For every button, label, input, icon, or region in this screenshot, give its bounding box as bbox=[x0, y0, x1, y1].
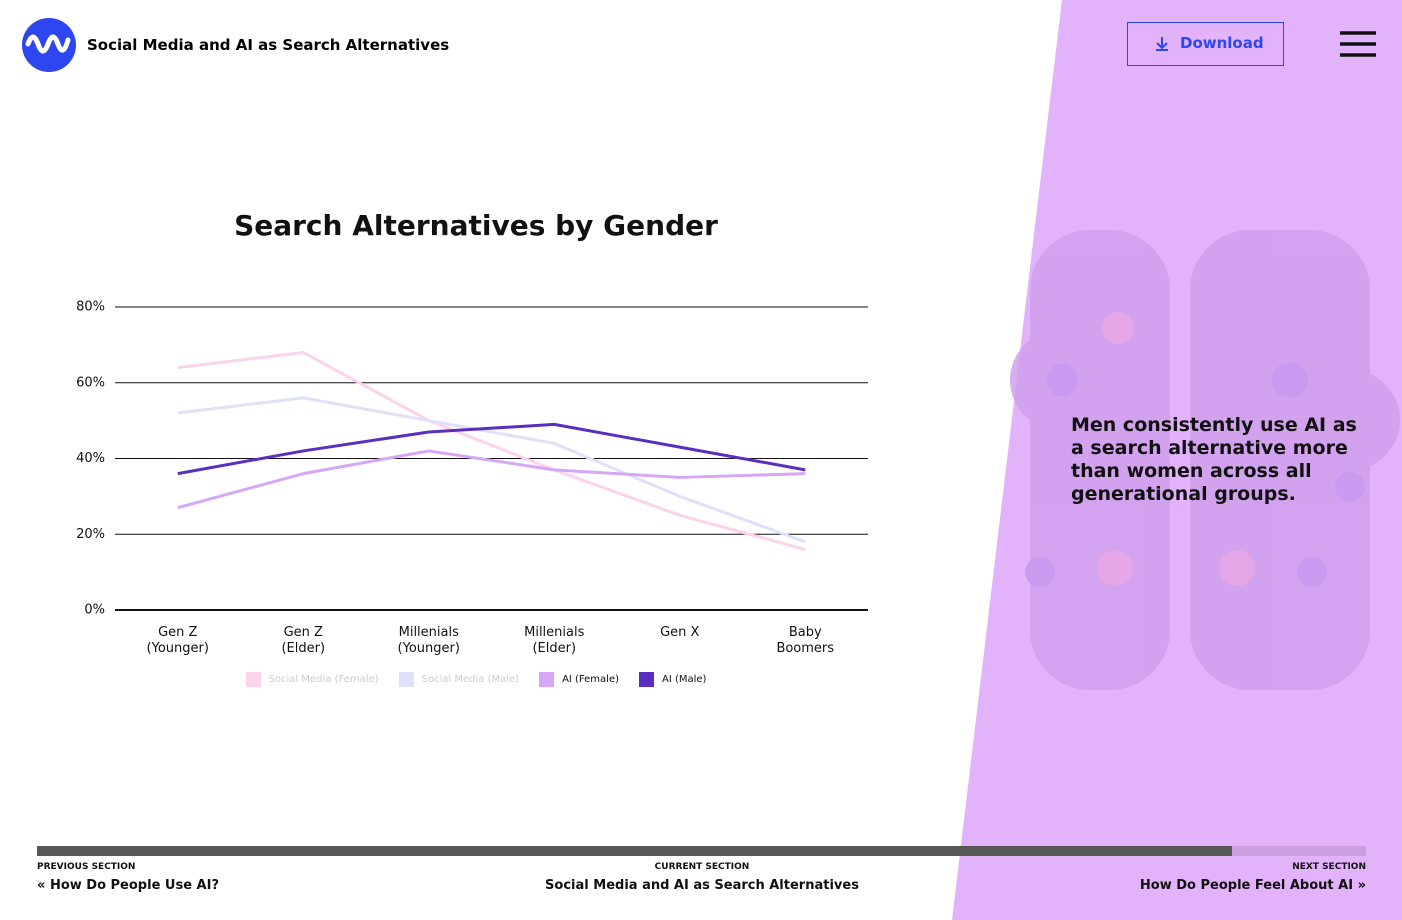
y-tick-label: 0% bbox=[84, 603, 105, 618]
series-line bbox=[177, 396, 806, 544]
next-link[interactable]: How Do People Feel About AI » bbox=[1139, 878, 1366, 893]
x-tick-label: Gen Z (Younger) bbox=[146, 625, 209, 656]
x-tick-label: Gen Z (Elder) bbox=[281, 625, 326, 656]
download-button[interactable] bbox=[1127, 22, 1284, 66]
header-title: Social Media and AI as Search Alternativ… bbox=[87, 36, 450, 54]
x-tick-label: Gen X bbox=[660, 625, 700, 640]
next-title: How Do People Feel About AI bbox=[1139, 878, 1354, 893]
legend-item: Social Media (Female) bbox=[245, 672, 379, 687]
previous-label: PREVIOUS SECTION bbox=[37, 862, 136, 872]
legend-label: AI (Female) bbox=[562, 674, 619, 685]
series-line bbox=[177, 422, 806, 476]
current-title: Social Media and AI as Search Alternativ… bbox=[545, 878, 859, 893]
legend-swatch bbox=[639, 672, 654, 687]
legend-swatch bbox=[245, 672, 261, 687]
legend: Social Media (Female) Social Media (Male)… bbox=[0, 672, 952, 687]
previous-title: How Do People Use AI? bbox=[49, 878, 219, 893]
download-icon bbox=[1156, 37, 1168, 51]
previous-section[interactable]: PREVIOUS SECTION « How Do People Use AI? bbox=[37, 862, 219, 893]
y-tick-label: 60% bbox=[76, 375, 105, 390]
legend-label: Social Media (Female) bbox=[268, 674, 379, 685]
legend-swatch bbox=[398, 672, 414, 687]
y-tick-label: 40% bbox=[76, 451, 105, 466]
next-section[interactable]: NEXT SECTION How Do People Feel About AI… bbox=[1140, 862, 1366, 893]
chart: Search Alternatives by Gender 0% 20% 40% 60… bbox=[76, 209, 868, 618]
legend-item: AI (Female) bbox=[539, 672, 619, 687]
series-line bbox=[177, 350, 806, 551]
x-tick-label: Millenials (Elder) bbox=[524, 625, 585, 656]
y-tick-label: 80% bbox=[76, 300, 105, 315]
x-tick-label: Baby Boomers bbox=[776, 625, 835, 656]
current-label: CURRENT SECTION bbox=[654, 862, 750, 872]
legend-item: AI (Male) bbox=[639, 672, 706, 687]
insight-text: Men consistently use AI as a search alte… bbox=[1071, 414, 1357, 505]
previous-link[interactable]: « How Do People Use AI? bbox=[37, 878, 219, 893]
menu-button[interactable] bbox=[1340, 31, 1376, 57]
series-line bbox=[177, 449, 806, 510]
brain-nodes bbox=[1025, 312, 1365, 587]
next-label: NEXT SECTION bbox=[1292, 862, 1366, 872]
y-tick-label: 20% bbox=[76, 527, 105, 542]
logo-wave bbox=[25, 34, 71, 54]
legend-label: Social Media (Male) bbox=[421, 674, 520, 685]
current-section: CURRENT SECTION Social Media and AI as S… bbox=[452, 862, 952, 893]
legend-swatch bbox=[539, 672, 555, 687]
x-tick-label: Millenials (Younger) bbox=[397, 625, 460, 656]
legend-item: Social Media (Male) bbox=[398, 672, 520, 687]
chart-title: Search Alternatives by Gender bbox=[234, 209, 718, 242]
progress-done bbox=[37, 846, 1232, 856]
legend-label: AI (Male) bbox=[662, 674, 707, 685]
progress-remaining bbox=[1232, 846, 1366, 856]
download-label[interactable]: Download bbox=[1180, 34, 1264, 52]
